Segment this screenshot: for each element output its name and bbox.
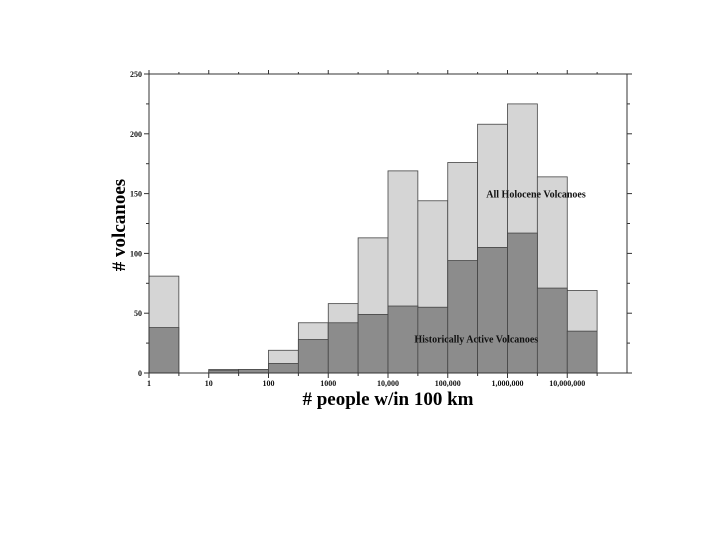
bar-historically-active bbox=[507, 232, 538, 374]
bar-historically-active bbox=[297, 339, 329, 374]
annotation-label: Historically Active Volcanoes bbox=[414, 334, 538, 345]
bar-historically-active bbox=[238, 369, 269, 374]
y-tick-label: 0 bbox=[138, 369, 142, 378]
bars-historically-active bbox=[148, 232, 598, 374]
x-axis-title: # people w/in 100 km bbox=[302, 389, 473, 410]
bar-historically-active bbox=[268, 363, 299, 374]
x-tick-label: 100 bbox=[263, 379, 275, 388]
x-tick-label: 1000 bbox=[320, 379, 336, 388]
bar-historically-active bbox=[566, 330, 598, 374]
y-tick-label: 250 bbox=[130, 70, 142, 79]
y-tick-label: 50 bbox=[134, 309, 142, 318]
x-tick-label: 10,000 bbox=[377, 379, 399, 388]
bar-historically-active bbox=[477, 247, 508, 374]
bar-historically-active bbox=[357, 313, 389, 374]
bar-historically-active bbox=[447, 260, 479, 374]
ticks: 1 10 100 1000 10,000 100,000 1,000,000 10,000,0… bbox=[130, 70, 632, 388]
y-tick-label: 200 bbox=[130, 130, 142, 139]
annotations: All Holocene Volcanoes Historically Activ… bbox=[414, 190, 586, 346]
annotation-label: All Holocene Volcanoes bbox=[486, 190, 586, 201]
x-tick-label: 1 bbox=[147, 379, 151, 388]
x-tick-label: 1,000,000 bbox=[492, 379, 524, 388]
x-tick-label: 100,000 bbox=[435, 379, 461, 388]
bar-historically-active bbox=[387, 305, 419, 374]
x-tick-label: 10 bbox=[205, 379, 213, 388]
y-tick-label: 150 bbox=[130, 190, 142, 199]
y-tick-label: 100 bbox=[130, 249, 142, 258]
x-tick-label: 10,000,000 bbox=[549, 379, 585, 388]
bar-historically-active bbox=[536, 287, 568, 374]
bar-historically-active bbox=[148, 327, 180, 374]
bar-historically-active bbox=[327, 322, 359, 374]
y-axis-title: # volcanoes bbox=[109, 179, 130, 271]
